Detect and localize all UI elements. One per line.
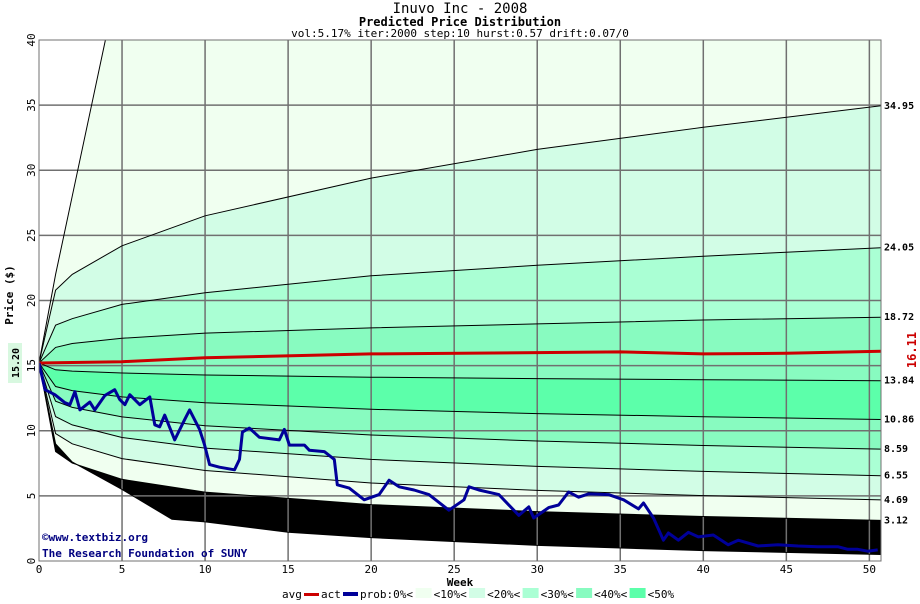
percentile-end-label: 6.55 xyxy=(884,471,908,482)
percentile-end-label: 18.72 xyxy=(884,312,914,323)
percentile-curve-70 xyxy=(39,316,881,364)
y-axis-label: Price ($) xyxy=(3,265,16,325)
x-tick-label: 30 xyxy=(531,563,544,576)
probability-band xyxy=(39,363,881,500)
y-tick-label: 15 xyxy=(25,359,38,372)
copyright-line-1: ©www.textbiz.org xyxy=(42,531,148,544)
y-tick-label: 35 xyxy=(25,99,38,112)
percentile-end-label: 3.12 xyxy=(884,515,908,526)
legend-prob-swatch xyxy=(522,588,539,598)
x-tick-label: 10 xyxy=(198,563,211,576)
percentile-curve-40 xyxy=(39,362,881,450)
y-tick-label: 40 xyxy=(25,33,38,46)
legend-prob-label: <10%< xyxy=(434,588,467,600)
percentile-curve-100 xyxy=(39,40,106,364)
percentile-end-label: 24.05 xyxy=(884,243,914,254)
plot-frame xyxy=(38,39,882,562)
x-tick-label: 25 xyxy=(448,563,461,576)
start-price-label: 15.20 xyxy=(11,348,22,378)
percentile-curve-0 xyxy=(39,362,881,555)
legend-prob-swatch xyxy=(469,588,486,598)
percentile-curve-10 xyxy=(39,362,881,521)
chart-subtitle: Predicted Price Distribution xyxy=(359,15,561,29)
x-tick-label: 35 xyxy=(614,563,627,576)
y-tick-label: 30 xyxy=(25,164,38,177)
legend-act-swatch xyxy=(343,592,358,596)
percentile-end-label: 10.86 xyxy=(884,415,914,426)
x-tick-label: 45 xyxy=(780,563,793,576)
avg-price-line xyxy=(39,349,881,365)
legend-prob-swatch xyxy=(629,588,646,598)
y-tick-label: 0 xyxy=(25,558,38,565)
percentile-curve-90 xyxy=(39,105,881,364)
percentile-curve-20 xyxy=(39,362,881,501)
legend: avg act prob:0%< <10%< <20%< <30%< <40%< <50% xyxy=(282,588,675,601)
legend-avg-swatch xyxy=(304,593,319,596)
x-tick-label: 50 xyxy=(863,563,876,576)
probability-band xyxy=(39,363,881,555)
y-tick-label: 25 xyxy=(25,229,38,242)
probability-band xyxy=(39,363,881,420)
legend-prob-label: <50% xyxy=(648,588,675,600)
probability-band xyxy=(39,363,881,521)
probability-band xyxy=(39,317,881,381)
x-tick-label: 20 xyxy=(365,563,378,576)
act-price-line xyxy=(39,362,878,553)
y-tick-label: 5 xyxy=(25,493,38,500)
percentile-end-label: 34.95 xyxy=(884,101,914,112)
y-tick-label: 20 xyxy=(25,294,38,307)
percentile-end-label: 4.69 xyxy=(884,495,908,506)
chart-params: vol:5.17% iter:2000 step:10 hurst:0.57 d… xyxy=(291,27,629,40)
x-axis-label: Week xyxy=(447,576,474,589)
percentile-curve-60 xyxy=(39,362,881,382)
legend-prob-label: <20%< xyxy=(487,588,520,600)
start-label-bg xyxy=(8,343,22,383)
avg-end-label: 16.11 xyxy=(905,332,919,368)
legend-avg-label: avg xyxy=(282,588,302,600)
y-tick-label: 10 xyxy=(25,424,38,437)
legend-prob-label: prob:0%< xyxy=(360,588,413,600)
percentile-curve-50 xyxy=(39,362,881,420)
legend-act-label: act xyxy=(321,588,341,600)
chart-title: Inuvo Inc - 2008 xyxy=(393,1,528,17)
percentile-end-label: 13.84 xyxy=(884,376,914,387)
x-tick-label: 0 xyxy=(36,563,43,576)
probability-band xyxy=(39,363,881,476)
legend-prob-label: <40%< xyxy=(594,588,627,600)
legend-prob-swatch xyxy=(576,588,593,598)
x-tick-label: 40 xyxy=(697,563,710,576)
percentile-end-label: 8.59 xyxy=(884,444,908,455)
percentile-curve-80 xyxy=(39,247,881,364)
probability-band xyxy=(39,40,881,363)
probability-band xyxy=(39,247,881,363)
x-tick-label: 5 xyxy=(119,563,126,576)
x-tick-label: 15 xyxy=(281,563,294,576)
legend-prob-label: <30%< xyxy=(541,588,574,600)
copyright-line-2: The Research Foundation of SUNY xyxy=(42,547,248,560)
legend-prob-swatch xyxy=(415,588,432,598)
